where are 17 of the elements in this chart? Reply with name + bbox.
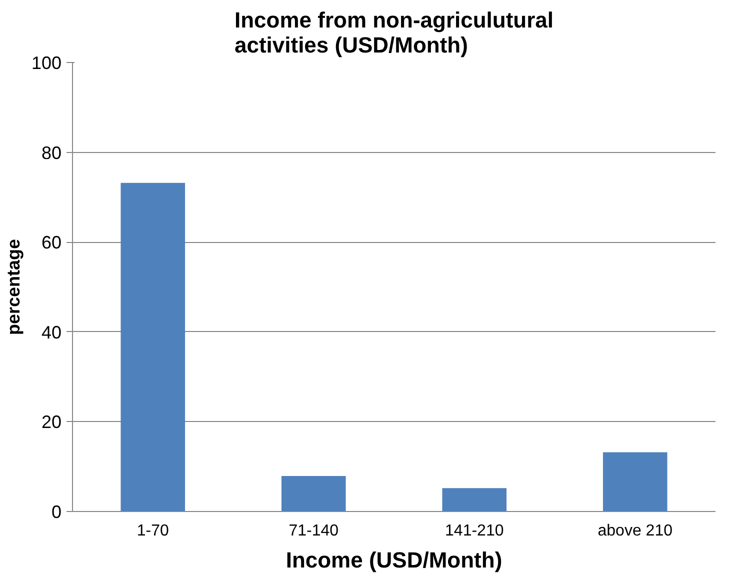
bar <box>281 476 346 512</box>
chart-title: Income from non-agriculutural activities (USD/Month) <box>234 8 554 58</box>
bar <box>602 452 668 512</box>
x-tick-label: above 210 <box>598 522 673 540</box>
y-tick-label: 0 <box>51 502 62 522</box>
x-tick-label: 1-70 <box>136 522 169 540</box>
y-axis-title: percentage <box>3 238 24 336</box>
y-tick-label: 100 <box>31 53 62 73</box>
y-tick-label: 40 <box>41 322 62 342</box>
y-tick-label: 60 <box>41 232 62 253</box>
x-tick-label: 71-140 <box>288 522 339 540</box>
y-tick-label: 80 <box>41 142 62 163</box>
y-tick-label: 20 <box>41 412 62 432</box>
x-axis-title: Income (USD/Month) <box>286 548 502 572</box>
bar <box>442 488 507 512</box>
bar <box>120 182 186 512</box>
x-tick-label: 141-210 <box>445 522 504 540</box>
